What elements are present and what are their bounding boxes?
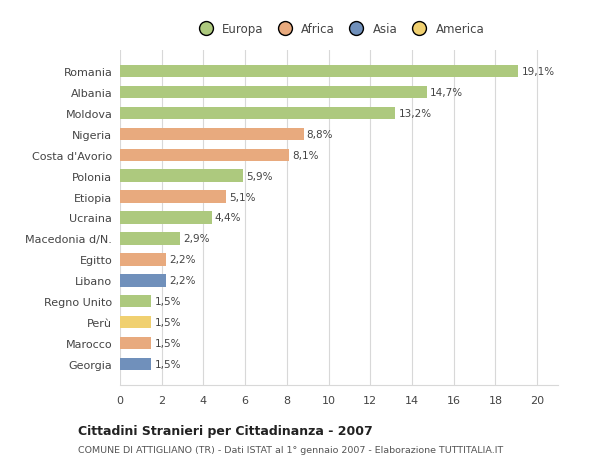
Text: 4,4%: 4,4% [215,213,241,223]
Bar [120,295,151,308]
Bar [120,316,151,329]
Text: 1,5%: 1,5% [154,297,181,307]
Bar [120,233,181,245]
Text: 2,2%: 2,2% [169,255,196,265]
Text: 14,7%: 14,7% [430,88,463,98]
Bar [120,87,427,99]
Bar [120,170,243,183]
Text: 5,1%: 5,1% [229,192,256,202]
Text: COMUNE DI ATTIGLIANO (TR) - Dati ISTAT al 1° gennaio 2007 - Elaborazione TUTTITA: COMUNE DI ATTIGLIANO (TR) - Dati ISTAT a… [78,445,503,454]
Text: 2,2%: 2,2% [169,275,196,285]
Bar [120,66,518,78]
Bar [120,253,166,266]
Text: 5,9%: 5,9% [246,171,272,181]
Text: 13,2%: 13,2% [398,109,431,119]
Bar [120,274,166,287]
Text: 19,1%: 19,1% [521,67,554,77]
Text: 2,9%: 2,9% [184,234,210,244]
Legend: Europa, Africa, Asia, America: Europa, Africa, Asia, America [190,20,488,39]
Text: Cittadini Stranieri per Cittadinanza - 2007: Cittadini Stranieri per Cittadinanza - 2… [78,425,373,437]
Text: 8,1%: 8,1% [292,151,319,161]
Bar [120,212,212,224]
Bar [120,129,304,141]
Text: 1,5%: 1,5% [154,338,181,348]
Bar [120,337,151,349]
Bar [120,191,226,203]
Bar [120,107,395,120]
Text: 1,5%: 1,5% [154,317,181,327]
Bar [120,149,289,162]
Text: 8,8%: 8,8% [307,129,333,140]
Bar [120,358,151,370]
Text: 1,5%: 1,5% [154,359,181,369]
